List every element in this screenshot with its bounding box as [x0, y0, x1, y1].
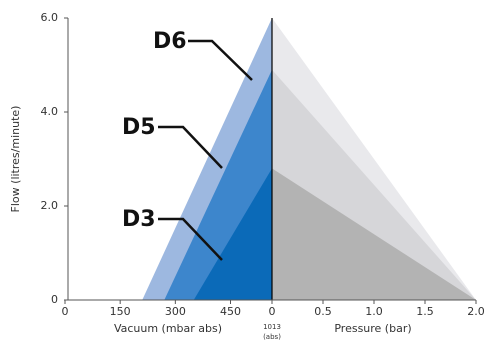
- x-tick-label: 150: [110, 305, 131, 318]
- y-tick-label: 6.0: [41, 11, 59, 24]
- x-tick-label: 0.5: [314, 305, 332, 318]
- series-label: D3: [122, 207, 156, 232]
- pressure-axis-label: Pressure (bar): [334, 322, 411, 335]
- series-label: D6: [153, 29, 187, 54]
- center-label: (abs): [263, 333, 281, 341]
- x-tick-label: 0: [62, 305, 69, 318]
- y-tick-label: 4.0: [41, 105, 59, 118]
- y-tick-label: 0: [51, 293, 58, 306]
- center-label: 1013: [263, 323, 281, 331]
- x-tick-label: 2.0: [467, 305, 485, 318]
- pressure-envelope: [272, 168, 476, 300]
- series-label: D5: [122, 115, 156, 140]
- x-tick-label: 450: [220, 305, 241, 318]
- leader-line: [188, 39, 253, 81]
- leader-line: [158, 217, 223, 261]
- vacuum-envelope: [193, 168, 272, 300]
- leader-line: [158, 125, 223, 169]
- x-tick-label: 1.5: [416, 305, 434, 318]
- x-tick-label: 1.0: [365, 305, 383, 318]
- y-axis-label: Flow (litres/minute): [9, 106, 22, 213]
- x-tick-label: 300: [165, 305, 186, 318]
- vacuum-axis-label: Vacuum (mbar abs): [114, 322, 222, 335]
- x-tick-label: 0: [269, 305, 276, 318]
- y-tick-label: 2.0: [41, 199, 59, 212]
